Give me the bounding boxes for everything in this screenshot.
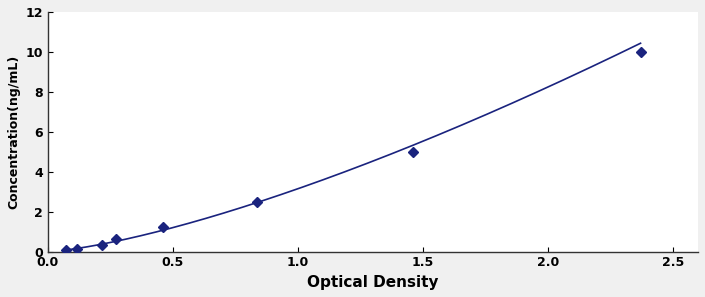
Y-axis label: Concentration(ng/mL): Concentration(ng/mL) (7, 55, 20, 209)
X-axis label: Optical Density: Optical Density (307, 275, 439, 290)
